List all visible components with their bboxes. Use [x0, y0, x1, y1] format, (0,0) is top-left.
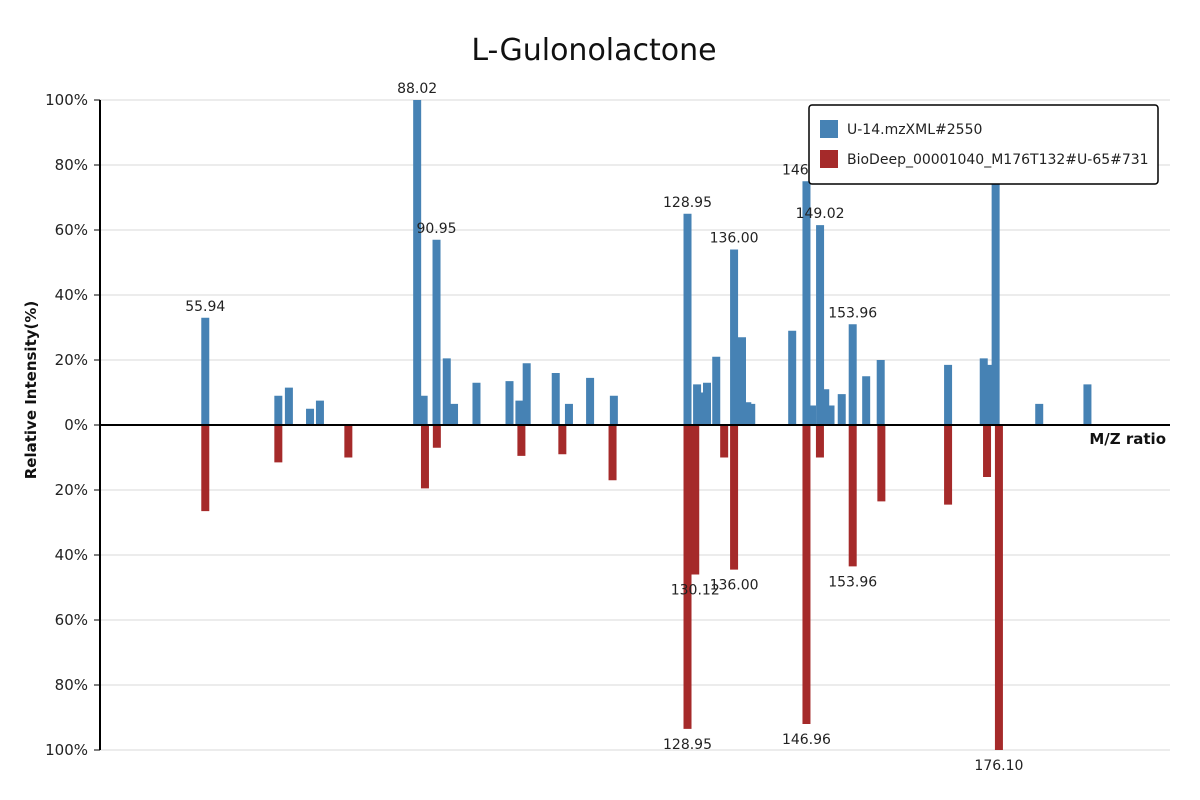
reference-peak-label: 153.96 — [828, 574, 877, 590]
query-peak-bar — [876, 360, 885, 425]
query-peak-bar — [472, 382, 481, 425]
reference-peak-bar — [877, 425, 886, 502]
query-peak-bar — [450, 403, 459, 425]
y-tick-labels: 100% 80% 60% 40% 20% 0% 20% 40% 60% 80% 100% — [45, 91, 88, 759]
query-peak-bar — [738, 337, 746, 425]
y-tick-label: 60% — [55, 221, 88, 239]
query-peak-bar — [306, 408, 315, 425]
query-peak-bar — [702, 382, 711, 425]
query-peak-bar — [991, 161, 1000, 425]
reference-peak-bar — [517, 425, 526, 456]
reference-peak-bar — [420, 425, 429, 489]
query-peak-bar — [802, 181, 811, 425]
legend-label-reference: BioDeep_00001040_M176T132#U-65#731 — [847, 152, 1149, 168]
reference-peak-bar — [848, 425, 857, 567]
query-peak-bar — [522, 363, 531, 425]
reference-peak-bar — [720, 425, 729, 458]
query-peak-bar — [315, 400, 324, 425]
y-axis-label: Relative Intensity(%) — [22, 301, 40, 480]
y-tick-label: 20% — [55, 481, 88, 499]
query-peak-bar — [515, 400, 524, 425]
query-peak-label: 149.02 — [796, 206, 845, 222]
query-peak-bar — [683, 213, 692, 425]
query-peak-bar — [862, 376, 871, 425]
legend-box — [808, 104, 1159, 185]
reference-peak-bar — [730, 425, 739, 570]
query-peak-bar — [821, 389, 830, 425]
y-tick-label: 20% — [55, 351, 88, 369]
reference-peak-bar — [201, 425, 210, 512]
y-tick-label: 0% — [64, 416, 88, 434]
legend-swatch-reference — [820, 150, 838, 168]
grid-lines — [94, 99, 1170, 751]
query-peak-bar — [586, 377, 595, 425]
reference-peak-label: 136.00 — [710, 578, 759, 594]
reference-peak-bar — [432, 425, 441, 448]
reference-peak-bar — [274, 425, 283, 463]
y-tick-label: 60% — [55, 611, 88, 629]
reference-peak-bar — [344, 425, 353, 458]
y-tick-label: 40% — [55, 546, 88, 564]
reference-peak-label: 176.10 — [974, 758, 1023, 774]
y-tick-label: 80% — [55, 676, 88, 694]
reference-peak-bar — [802, 425, 811, 724]
y-tick-label: 100% — [45, 741, 88, 759]
query-peak-bar — [609, 395, 618, 425]
legend: U-14.mzXML#2550 BioDeep_00001040_M176T13… — [808, 104, 1159, 185]
query-peak-label: 88.02 — [397, 81, 437, 97]
query-peak-bar — [564, 403, 573, 425]
query-peak-label: 153.96 — [828, 305, 877, 321]
query-peak-bar — [788, 330, 797, 425]
query-peak-bar — [986, 364, 995, 425]
query-peak-bar — [808, 405, 817, 425]
reference-peak-label: 128.95 — [663, 737, 712, 753]
query-peak-bar — [1035, 403, 1044, 425]
reference-peak-label: 130.12 — [671, 583, 720, 599]
query-peak-bar — [848, 324, 857, 425]
query-peak-bar — [747, 403, 756, 425]
query-peak-bar — [284, 387, 293, 425]
query-peak-bar — [730, 249, 739, 425]
query-peak-bar — [551, 373, 560, 425]
reference-peak-bar — [558, 425, 567, 455]
reference-peak-bar — [983, 425, 992, 477]
query-peak-label: 55.94 — [185, 299, 225, 315]
query-peak-bar — [837, 394, 846, 425]
peak-bars — [201, 100, 1092, 750]
query-peak-label: 128.95 — [663, 195, 712, 211]
x-axis-label: M/Z ratio — [1089, 430, 1166, 448]
query-peak-bar — [1083, 384, 1092, 425]
chart-title: L-Gulonolactone — [471, 33, 716, 68]
query-peak-bar — [432, 239, 441, 425]
query-peak-label: 90.95 — [416, 221, 456, 237]
query-peak-label: 136.00 — [710, 231, 759, 247]
reference-peak-label: 146.96 — [782, 732, 831, 748]
legend-label-query: U-14.mzXML#2550 — [847, 122, 982, 138]
query-peak-bar — [413, 100, 422, 425]
reference-peak-bar — [683, 425, 692, 729]
query-peak-bar — [816, 225, 825, 425]
query-peak-bar — [712, 356, 721, 425]
reference-peak-bar — [608, 425, 617, 481]
reference-peak-bar — [944, 425, 953, 505]
query-peak-bar — [505, 381, 514, 425]
query-peak-bar — [826, 405, 835, 425]
query-peak-bar — [419, 395, 428, 425]
legend-swatch-query — [820, 120, 838, 138]
y-tick-label: 80% — [55, 156, 88, 174]
reference-peak-bar — [815, 425, 824, 458]
y-tick-label: 40% — [55, 286, 88, 304]
query-peak-bar — [442, 358, 451, 425]
query-peak-bar — [201, 317, 210, 425]
peak-labels: 55.94 88.02 90.95 128.95 136.00 146.96 149.02 1… — [185, 81, 1023, 774]
query-peak-bar — [274, 395, 283, 425]
query-peak-bar — [979, 358, 988, 425]
y-tick-label: 100% — [45, 91, 88, 109]
reference-peak-bar — [994, 425, 1003, 750]
query-peak-bar — [697, 392, 706, 425]
query-peak-bar — [944, 364, 953, 425]
reference-peak-bar — [691, 425, 700, 575]
